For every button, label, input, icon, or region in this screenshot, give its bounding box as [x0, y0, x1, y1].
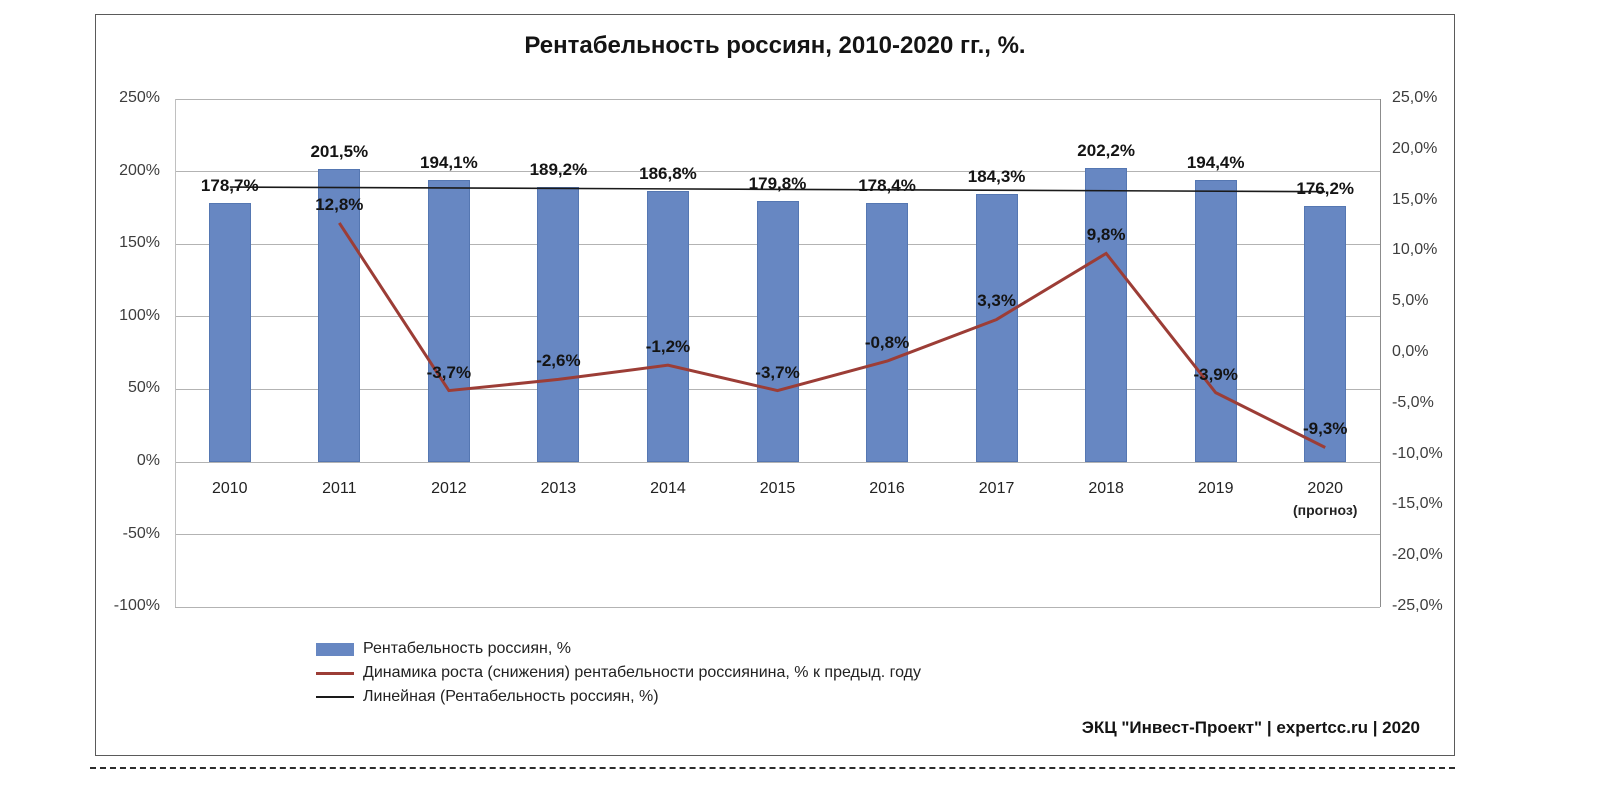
- bar-series-label: Рентабельность россиян, %: [363, 640, 571, 657]
- chart-title: Рентабельность россиян, 2010-2020 гг., %…: [524, 32, 1026, 59]
- legend-item-line: Динамика роста (снижения) рентабельности…: [316, 664, 921, 682]
- trend-series-swatch: [316, 696, 354, 698]
- legend-item-trend: Линейная (Рентабельность россиян, %): [316, 688, 921, 706]
- bar-series-swatch: [316, 642, 354, 656]
- line-series-label: Динамика роста (снижения) рентабельности…: [363, 664, 921, 681]
- legend-item-bars: Рентабельность россиян, %: [316, 640, 921, 658]
- legend: Рентабельность россиян, % Динамика роста…: [316, 640, 921, 712]
- bottom-dashed-line: [90, 767, 1455, 769]
- trend-series-label: Линейная (Рентабельность россиян, %): [363, 688, 659, 705]
- line-series-swatch: [316, 671, 354, 675]
- footer-credit: ЭКЦ "Инвест-Проект" | expertcc.ru | 2020: [1081, 718, 1420, 737]
